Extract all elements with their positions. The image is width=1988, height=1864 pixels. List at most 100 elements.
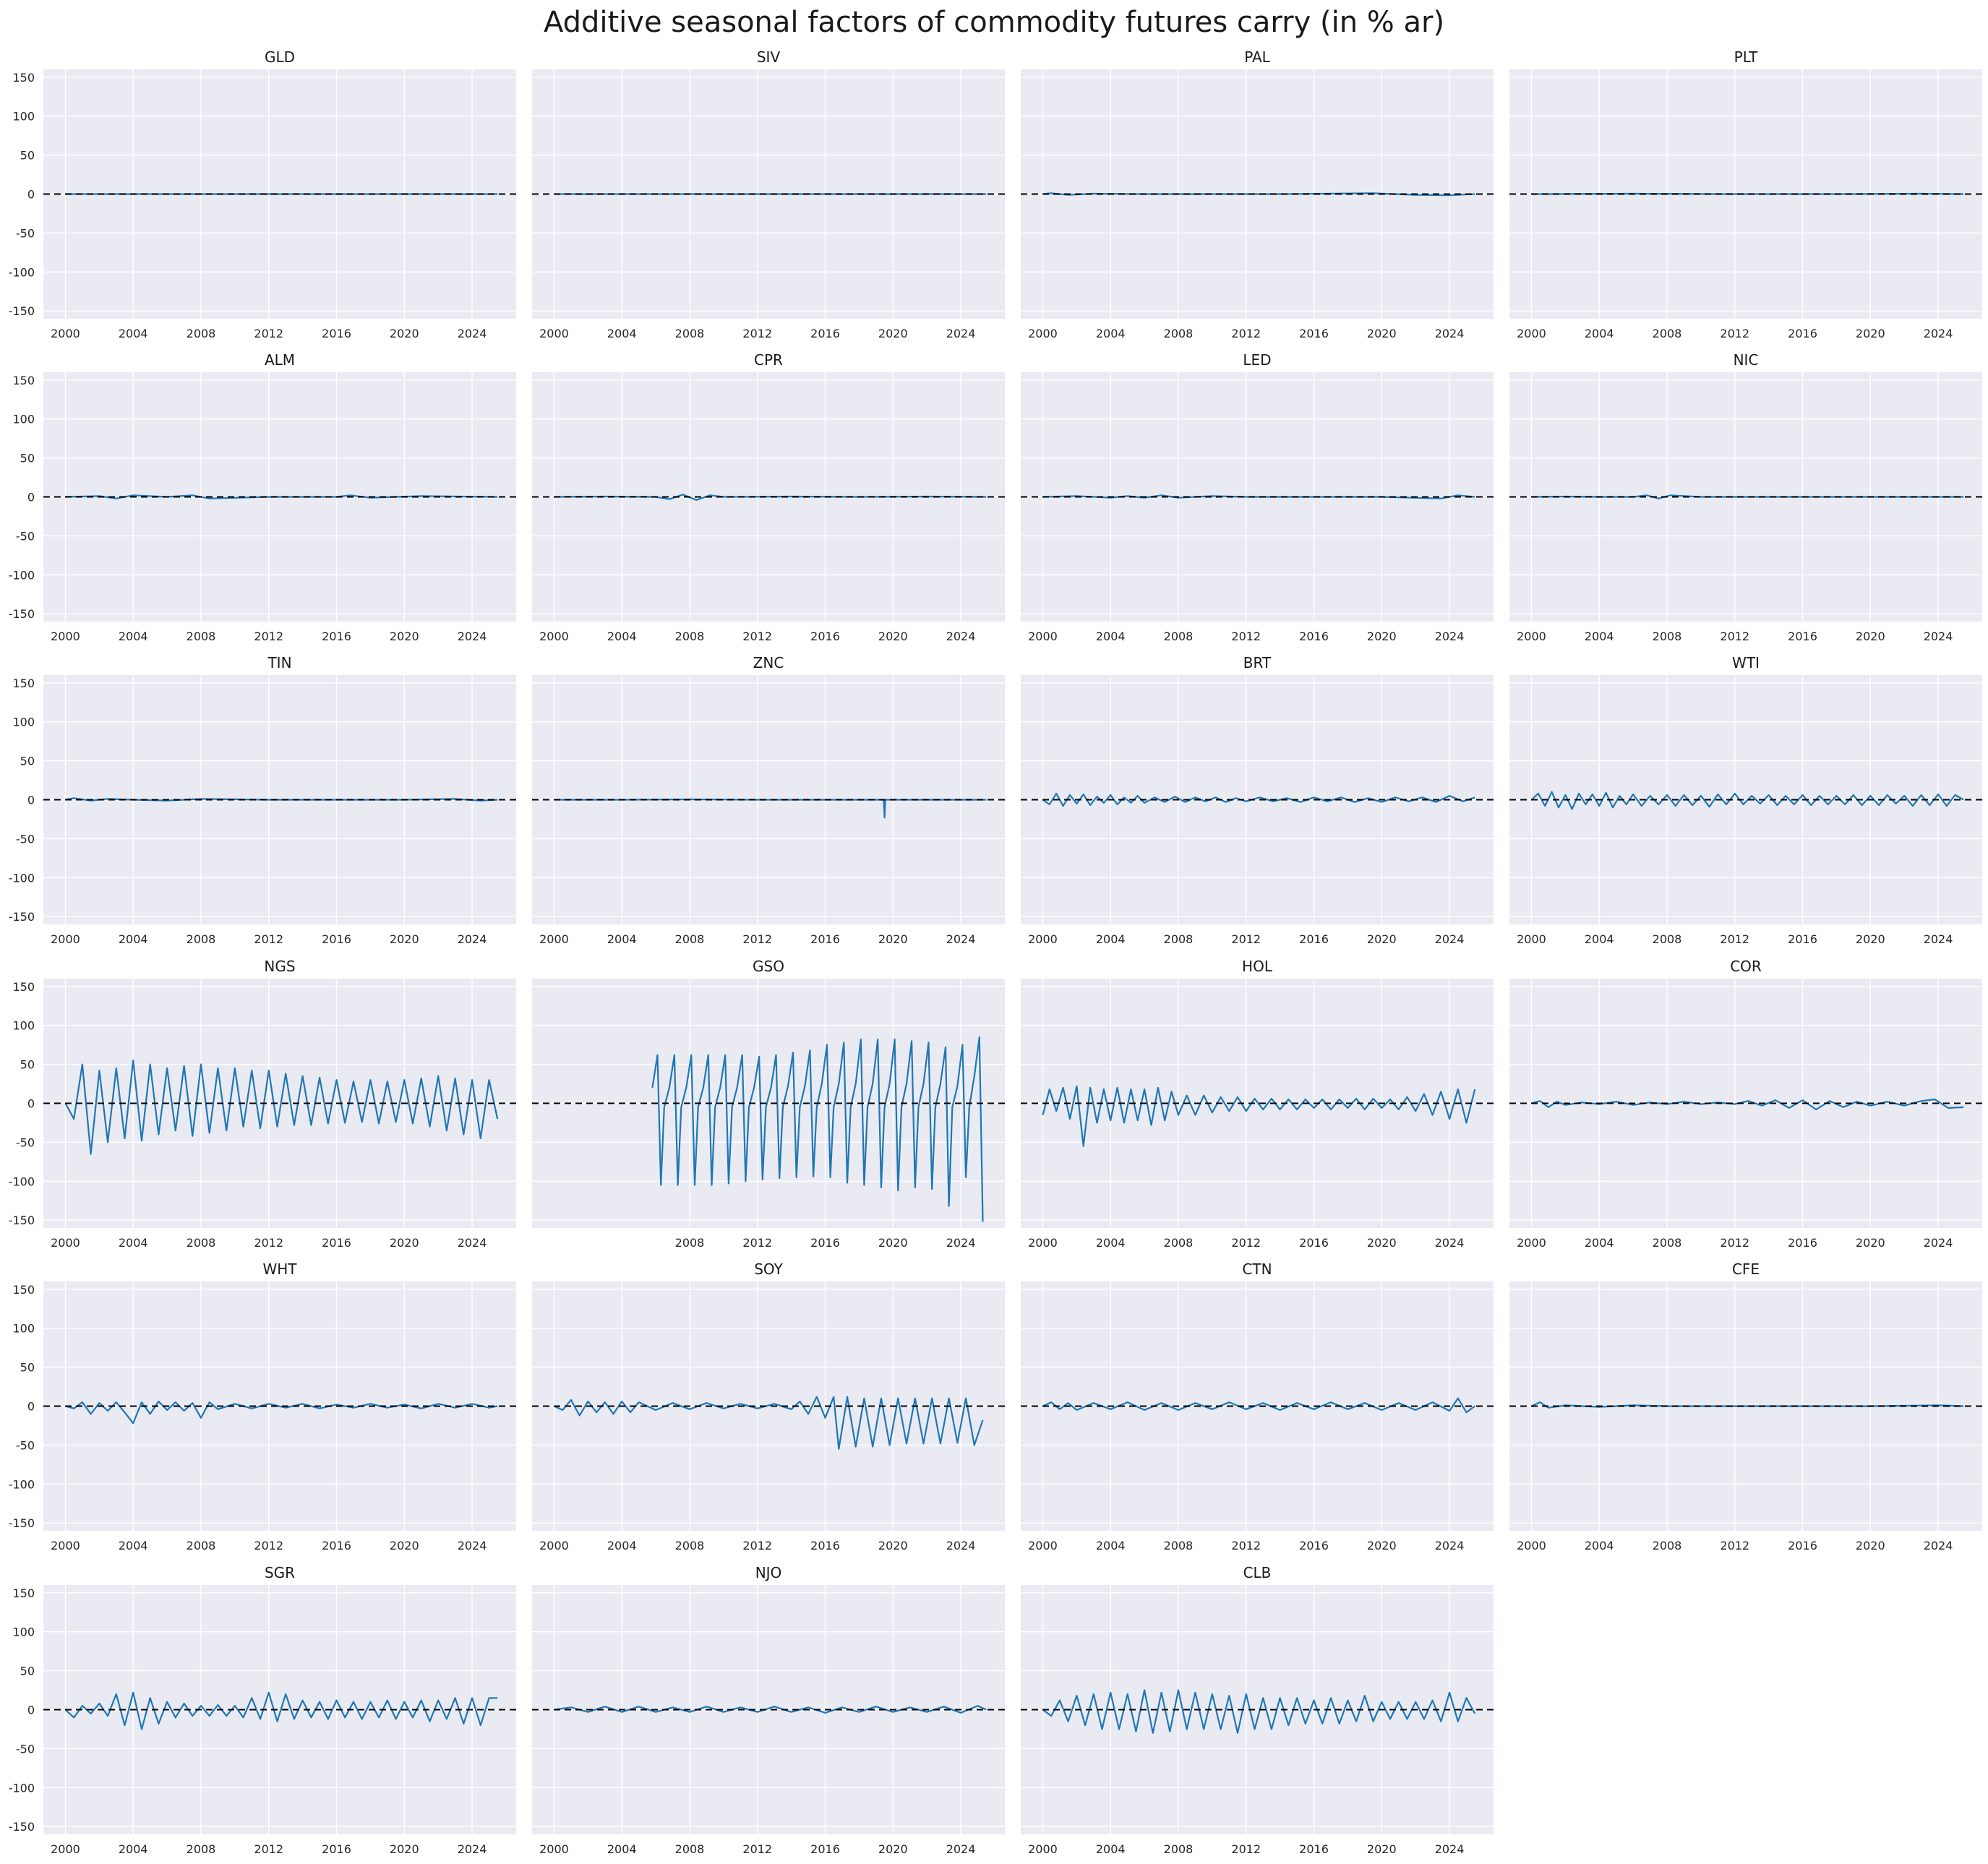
x-tick-label: 2024 (946, 327, 976, 340)
x-tick-label: 2020 (878, 327, 908, 340)
x-tick-label: 2008 (675, 1539, 705, 1552)
figure-title: Additive seasonal factors of commodity f… (544, 6, 1444, 39)
x-tick-label: 2020 (390, 1236, 419, 1250)
x-tick-label: 2012 (1720, 1539, 1749, 1552)
x-tick-label: 2024 (458, 1236, 487, 1250)
x-tick-label: 2024 (458, 932, 487, 946)
y-tick-label: -150 (9, 910, 35, 924)
panel-znc: ZNC 2000 2004 2008 2012 2016 2020 2024 (532, 654, 1005, 946)
panel-title-soy: SOY (754, 1260, 783, 1278)
y-tick-label: -150 (9, 1214, 35, 1227)
x-tick-label: 2004 (1585, 1236, 1614, 1250)
x-tick-label: 2016 (1299, 327, 1329, 340)
panel-brt: BRT 2000 2004 2008 2012 2016 2020 2024 (1021, 654, 1494, 946)
x-tick-label: 2004 (119, 630, 148, 643)
panel-cpr: CPR 2000 2004 2008 2012 2016 2020 2024 (532, 351, 1005, 643)
x-tick-label: 2016 (1299, 1842, 1329, 1856)
x-tick-label: 2016 (810, 1539, 840, 1552)
panel-title-pal: PAL (1244, 48, 1270, 66)
series-line-wti (1530, 791, 1964, 810)
panel-title-wht: WHT (262, 1260, 297, 1278)
y-tick-label: 100 (12, 1322, 35, 1336)
x-tick-label: 2020 (878, 1236, 908, 1250)
x-tick-label: 2004 (1585, 327, 1614, 340)
x-tick-label: 2008 (1164, 1842, 1194, 1856)
x-tick-label: 2000 (1517, 1539, 1546, 1552)
x-tick-label: 2024 (1924, 1539, 1953, 1552)
x-tick-label: 2016 (810, 1842, 840, 1856)
x-tick-label: 2004 (607, 630, 637, 643)
x-tick-label: 2020 (878, 1539, 908, 1552)
x-tick-label: 2008 (1164, 327, 1194, 340)
panel-title-njo: NJO (755, 1564, 782, 1581)
x-tick-label: 2004 (1585, 932, 1614, 946)
y-tick-label: -100 (9, 265, 35, 279)
x-tick-label: 2000 (1028, 327, 1058, 340)
panel-title-siv: SIV (757, 48, 781, 66)
panel-title-gso: GSO (753, 958, 784, 975)
y-tick-label: 50 (20, 1058, 35, 1072)
panel-title-tin: TIN (267, 654, 291, 671)
panel-soy: SOY 2000 2004 2008 2012 2016 2020 2024 (532, 1260, 1005, 1552)
x-tick-label: 2008 (1653, 327, 1682, 340)
x-tick-label: 2012 (742, 932, 772, 946)
x-tick-label: 2020 (1856, 630, 1885, 643)
x-tick-label: 2012 (742, 630, 772, 643)
x-tick-label: 2012 (254, 630, 283, 643)
y-tick-label: 50 (20, 755, 35, 768)
y-tick-label: 150 (12, 374, 35, 387)
x-tick-label: 2008 (675, 630, 705, 643)
x-tick-label: 2008 (1653, 932, 1682, 946)
series-line-cor (1531, 1098, 1964, 1111)
x-tick-label: 2000 (1028, 1236, 1058, 1250)
x-tick-label: 2008 (1164, 1236, 1194, 1250)
x-tick-label: 2000 (1517, 932, 1546, 946)
x-tick-label: 2012 (254, 327, 283, 340)
x-tick-label: 2012 (1231, 1236, 1261, 1250)
panel-gso: GSO 2008 2012 2016 2020 2024 (532, 958, 1005, 1250)
y-tick-label: 0 (27, 794, 35, 807)
x-tick-label: 2016 (322, 932, 351, 946)
y-tick-label: 0 (27, 1097, 35, 1111)
panel-clb: CLB 2000 2004 2008 2012 2016 2020 2024 (1021, 1564, 1494, 1856)
series-line-tin (65, 797, 498, 802)
y-tick-label: -50 (16, 1438, 35, 1452)
y-tick-label: -50 (16, 529, 35, 543)
y-tick-label: -150 (9, 1516, 35, 1530)
x-tick-label: 2024 (1435, 1539, 1465, 1552)
x-tick-label: 2012 (742, 1236, 772, 1250)
y-tick-label: 50 (20, 149, 35, 163)
x-tick-label: 2024 (946, 1236, 976, 1250)
series-line-pal (1042, 192, 1475, 197)
x-tick-label: 2012 (254, 1842, 283, 1856)
x-tick-label: 2020 (878, 932, 908, 946)
panel-gld: GLD -150 -100 -50 0 50 100 150 2000 2004 2008 2012 2… (9, 48, 516, 340)
series-line-njo (554, 1705, 987, 1714)
x-tick-label: 2024 (458, 630, 487, 643)
panel-title-hol: HOL (1242, 958, 1273, 975)
x-tick-label: 2024 (1924, 327, 1953, 340)
x-tick-label: 2008 (675, 327, 705, 340)
y-tick-label: -50 (16, 1742, 35, 1756)
x-tick-label: 2016 (810, 630, 840, 643)
x-tick-label: 2008 (187, 1539, 216, 1552)
series-line-ngs (64, 1060, 499, 1155)
y-tick-label: -50 (16, 226, 35, 240)
panel-title-alm: ALM (265, 351, 295, 369)
panel-title-ngs: NGS (264, 958, 295, 975)
x-tick-label: 2000 (1028, 630, 1058, 643)
x-tick-label: 2008 (187, 327, 216, 340)
x-tick-label: 2016 (1788, 327, 1817, 340)
x-tick-label: 2008 (187, 1236, 216, 1250)
x-tick-label: 2024 (458, 327, 487, 340)
panel-title-nic: NIC (1734, 351, 1759, 369)
series-line-clb (1042, 1689, 1476, 1734)
panel-hol: HOL 2000 2004 2008 2012 2016 2020 2024 (1021, 958, 1494, 1250)
panel-title-cor: COR (1730, 958, 1762, 975)
x-tick-label: 2012 (1720, 630, 1749, 643)
panel-njo: NJO 2000 2004 2008 2012 2016 2020 2024 (532, 1564, 1005, 1856)
x-tick-label: 2004 (1096, 327, 1126, 340)
panel-title-wti: WTI (1732, 654, 1760, 671)
x-tick-label: 2024 (1435, 630, 1465, 643)
y-tick-label: 50 (20, 1361, 35, 1375)
